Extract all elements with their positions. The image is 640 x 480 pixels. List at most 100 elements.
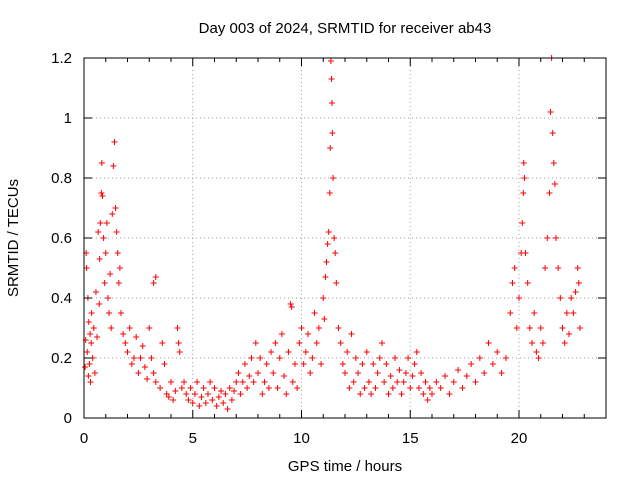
data-point — [187, 385, 194, 391]
data-point — [365, 379, 372, 385]
data-point — [124, 349, 131, 355]
data-point — [88, 340, 95, 346]
data-point — [268, 349, 275, 355]
data-point — [557, 295, 564, 301]
data-point — [472, 379, 479, 385]
data-point — [106, 310, 113, 316]
data-point — [274, 385, 281, 391]
data-point — [298, 325, 305, 331]
data-point — [549, 130, 556, 136]
data-point — [228, 397, 235, 403]
data-point — [409, 373, 416, 379]
data-point — [513, 325, 520, 331]
data-point — [126, 325, 133, 331]
data-point — [539, 340, 546, 346]
data-point — [159, 340, 166, 346]
data-point — [255, 370, 261, 376]
data-point — [183, 391, 190, 397]
data-point — [555, 265, 562, 271]
data-point — [385, 391, 392, 397]
data-point — [394, 379, 401, 385]
x-tick-label: 5 — [189, 430, 197, 447]
axes: 0 0.2 0.4 0.6 0.8 1 1.2 0 5 10 15 20 — [51, 50, 606, 447]
data-point — [350, 379, 357, 385]
data-point — [322, 274, 329, 280]
data-point — [215, 394, 222, 400]
data-point — [131, 355, 138, 361]
data-point — [87, 331, 94, 337]
data-point — [189, 400, 196, 406]
data-point — [459, 385, 466, 391]
data-point — [96, 301, 103, 307]
data-point — [323, 259, 330, 265]
data-point — [213, 403, 220, 409]
data-point — [372, 385, 379, 391]
data-point — [520, 160, 527, 166]
data-point — [546, 190, 553, 196]
data-point — [178, 385, 185, 391]
data-point — [307, 370, 314, 376]
data-point — [261, 379, 268, 385]
data-point — [207, 379, 214, 385]
data-point — [152, 379, 159, 385]
data-point — [150, 370, 157, 376]
y-tick-label: 1 — [64, 110, 72, 127]
data-point — [281, 373, 288, 379]
data-point — [370, 361, 377, 367]
data-point — [450, 379, 457, 385]
data-point — [413, 349, 420, 355]
data-point — [157, 385, 164, 391]
data-point — [547, 109, 554, 115]
data-point — [376, 355, 383, 361]
data-point — [342, 370, 348, 376]
data-point — [348, 331, 355, 337]
data-point — [552, 235, 559, 241]
data-point — [355, 370, 362, 376]
data-point — [96, 256, 103, 262]
data-point — [257, 355, 264, 361]
data-point — [144, 376, 151, 382]
data-point — [544, 235, 551, 241]
data-point — [332, 250, 339, 256]
data-point — [202, 400, 209, 406]
data-point — [357, 391, 364, 397]
data-point — [516, 295, 522, 301]
data-point — [170, 397, 177, 403]
x-tick-label: 0 — [80, 430, 88, 447]
data-point — [563, 310, 570, 316]
data-point — [91, 370, 98, 376]
data-point — [559, 325, 566, 331]
data-point — [172, 388, 179, 394]
data-point — [85, 319, 92, 325]
data-point — [374, 370, 381, 376]
data-point — [133, 334, 140, 340]
data-point — [570, 310, 577, 316]
data-point — [574, 265, 581, 271]
data-point — [209, 397, 216, 403]
data-point — [196, 403, 203, 409]
data-point — [88, 310, 95, 316]
data-point — [113, 229, 120, 235]
data-point — [289, 379, 296, 385]
data-point — [359, 361, 366, 367]
data-points — [82, 55, 583, 412]
data-point — [84, 349, 91, 355]
data-point — [148, 355, 155, 361]
y-tick-label: 1.2 — [51, 50, 72, 67]
data-point — [400, 379, 407, 385]
data-point — [83, 265, 90, 271]
data-point — [252, 340, 259, 346]
data-point — [368, 391, 375, 397]
data-point — [97, 220, 104, 226]
y-tick-label: 0.6 — [51, 230, 72, 247]
data-point — [111, 139, 118, 145]
data-point — [176, 349, 183, 355]
data-point — [476, 355, 483, 361]
data-point — [98, 190, 105, 196]
data-point — [305, 331, 312, 337]
y-axis-title: SRMTID / TECUs — [5, 179, 22, 297]
data-point — [318, 361, 325, 367]
data-point — [550, 160, 557, 166]
data-point — [94, 334, 101, 340]
data-point — [161, 361, 168, 367]
